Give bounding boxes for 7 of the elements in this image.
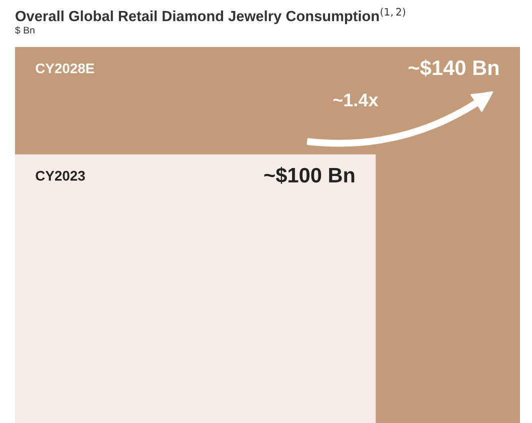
text: ~1.4x [333, 94, 378, 106]
category-label: CY2028E [36, 63, 94, 74]
data-label: ~$140 Bn [408, 59, 499, 76]
category-label: CY2023 [36, 170, 85, 181]
data-label: ~$100 Bn [264, 166, 354, 184]
text: $ Bn [15, 26, 34, 34]
text: Overall Global Retail Diamond Jewelry Consumption$^{(1,2)}$ [16, 8, 406, 24]
